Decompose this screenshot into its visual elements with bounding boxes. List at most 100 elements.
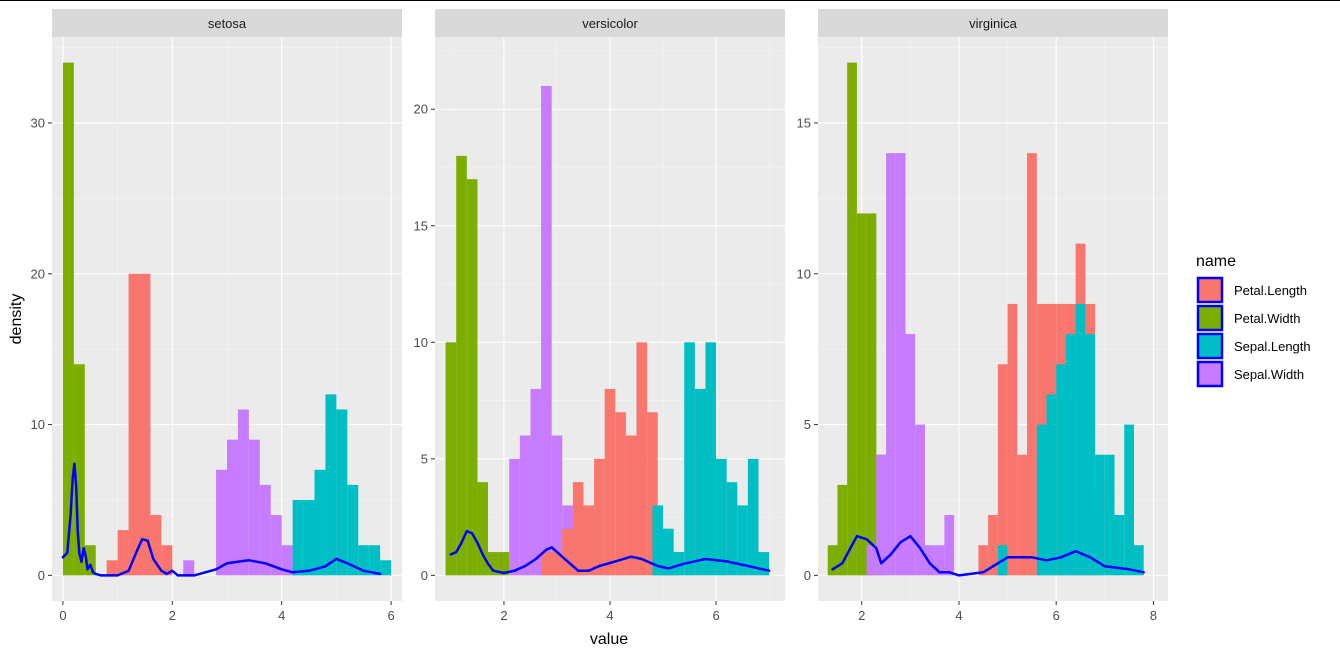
bar-sepal-width [227,439,238,576]
legend-key [1196,276,1224,304]
bar-petal-length [636,342,648,576]
bar-sepal-width [934,545,945,576]
bar-sepal-length [1104,454,1115,576]
x-tick-label: 4 [278,608,285,623]
bar-sepal-width [530,388,542,576]
bar-sepal-length [726,482,738,576]
bar-petal-width [477,482,489,576]
bar-sepal-width [183,560,195,576]
bar-petal-width [466,179,478,576]
bar-sepal-length [336,409,348,576]
bar-petal-length [572,482,584,576]
bar-sepal-length [325,394,337,576]
bar-sepal-length [1085,334,1096,576]
y-tick-label: 5 [421,451,428,466]
bar-petal-length [106,560,118,576]
bar-sepal-width [237,409,249,576]
y-tick-label: 15 [414,218,428,233]
bar-petal-length [1027,153,1037,576]
legend-label: Petal.Length [1234,283,1307,298]
legend-key [1196,332,1224,360]
bar-sepal-width [509,458,520,576]
bar-sepal-length [1046,394,1057,576]
bar-sepal-width [924,545,935,576]
legend-title: name [1196,253,1236,270]
bar-petal-length [541,552,552,576]
bar-sepal-length [303,499,315,576]
bar-sepal-length [347,484,359,576]
bar-sepal-width [259,484,271,576]
legend-item-sepal-length: Sepal.Length [1196,332,1311,360]
x-tick-label: 6 [1053,608,1060,623]
y-tick-label: 10 [31,417,45,432]
bar-sepal-length [1133,545,1144,576]
legend-label: Petal.Width [1234,311,1300,326]
density-line [61,462,382,577]
bar-petal-length [594,458,605,576]
bar-petal-width [827,545,838,576]
y-tick-label: 20 [31,266,45,281]
bar-sepal-length [1075,303,1086,576]
legend: name Petal.Length Petal.Width Sepal.Length… [1196,253,1311,388]
bar-petal-length [647,412,658,576]
bar-petal-width [866,213,877,576]
y-axis-title: density [8,294,25,345]
y-tick-label: 0 [804,568,811,583]
facet-virginica: virginica 0 5 10 15 2 4 6 8 [797,9,1168,623]
y-tick-label: 10 [414,335,428,350]
x-tick-label: 2 [500,608,507,623]
legend-item-petal-width: Petal.Width [1196,304,1300,332]
bar-petal-length [997,364,1008,576]
bar-sepal-width [216,469,227,576]
density-line [831,534,1145,577]
bar-sepal-width [541,85,552,576]
facet-setosa: setosa 0 10 20 30 0 2 4 6 [31,9,402,623]
facet-strip [818,9,1168,37]
bar-sepal-length [380,560,392,576]
legend-label: Sepal.Length [1234,339,1311,354]
bar-sepal-width [270,515,282,576]
facet-versicolor: versicolor 0 5 10 15 20 2 4 6 [414,9,785,623]
bar-petal-length [117,530,129,576]
bar-petal-width [856,213,867,576]
y-tick-label: 15 [797,115,811,130]
bar-sepal-width [248,439,260,576]
bar-sepal-length [758,552,770,576]
x-tick-label: 6 [712,608,719,623]
bar-petal-length [604,388,616,576]
bar-sepal-length [369,545,381,576]
bar-sepal-width [281,545,293,576]
bar-petal-length [562,528,573,576]
x-tick-label: 2 [169,608,176,623]
legend-key [1196,304,1224,332]
x-tick-label: 0 [59,608,66,623]
facet-strip-label: setosa [208,16,247,31]
bar-sepal-length [673,552,685,576]
bar-sepal-length [1114,515,1125,576]
bar-sepal-length [358,545,370,576]
bar-petal-width [847,62,857,576]
bar-petal-width [456,155,467,576]
facet-strip-label: versicolor [582,16,638,31]
bar-sepal-length [1056,364,1066,576]
bar-petal-width [837,484,848,576]
bar-sepal-length [684,342,695,576]
bar-sepal-width [876,454,887,576]
bar-sepal-length [716,458,727,576]
bar-sepal-width [915,424,925,576]
x-tick-label: 4 [606,608,613,623]
legend-key [1196,360,1224,388]
bar-sepal-length [1095,454,1105,576]
x-axis-title: value [590,631,628,648]
facet-strip [435,9,785,37]
bar-petal-width [84,545,96,576]
bar-petal-length [978,545,989,576]
y-tick-label: 0 [421,568,428,583]
bar-sepal-width [519,435,531,576]
bar-sepal-length [1065,334,1076,576]
y-tick-label: 30 [31,115,45,130]
bar-petal-width [445,342,457,576]
bar-sepal-length [1036,424,1047,576]
legend-item-petal-length: Petal.Length [1196,276,1307,304]
bar-sepal-width [886,153,896,576]
